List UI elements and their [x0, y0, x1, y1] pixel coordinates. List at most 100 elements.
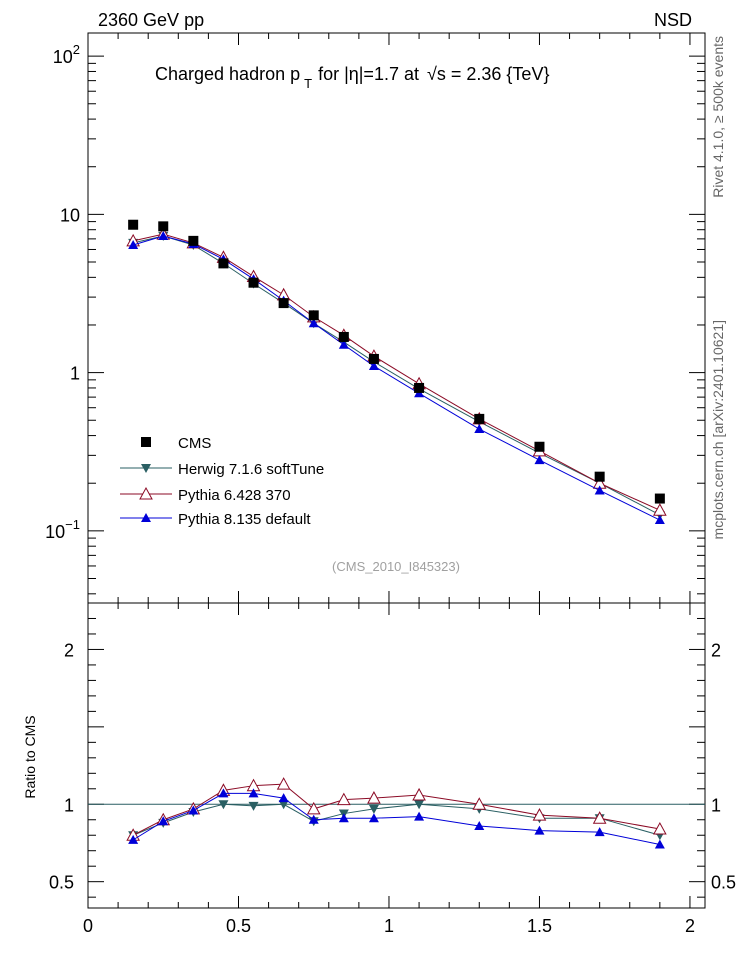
ratio-series-pythia-6-428-370 [126, 777, 667, 841]
header-left-label: 2360 GeV pp [98, 10, 204, 30]
main-y-tick-label: 10−1 [45, 517, 80, 542]
data-point [654, 515, 665, 525]
ratio-series-line [132, 783, 660, 836]
ratio-data-point [472, 797, 487, 810]
ratio-y-tick-label-left: 0.5 [49, 873, 74, 893]
ratio-data-point [414, 800, 425, 810]
ratio-y-tick-label-left: 1 [64, 795, 74, 815]
ratio-data-point [306, 801, 321, 815]
legend-label: Herwig 7.1.6 softTune [178, 461, 324, 478]
data-point [338, 339, 349, 349]
ratio-series-pythia-8-135-default [128, 788, 665, 849]
ratio-tick-labels: 0.5 0.5 1 1 2 2 0 0.5 1 1.5 2 [49, 640, 736, 936]
legend-entry-herwig-7-1-6-softtune: Herwig 7.1.6 softTune [120, 461, 324, 478]
ratio-data-point [414, 811, 425, 821]
data-point [594, 471, 605, 482]
ratio-plot-frame [87, 602, 706, 909]
ratio-data-point [278, 793, 289, 803]
title-part-sqrt: √ [427, 64, 437, 84]
main-y-tick-label: 10 [60, 205, 80, 225]
main-series-layer [126, 219, 667, 525]
ratio-data-point [218, 800, 229, 810]
legend-marker [139, 486, 153, 500]
ratio-data-point [336, 792, 351, 806]
legend-marker [141, 464, 151, 473]
ratio-data-point [534, 825, 545, 835]
ratio-y-axis-label: Ratio to CMS [22, 715, 38, 798]
ratio-data-point [654, 839, 665, 849]
ratio-data-point [278, 800, 289, 810]
main-y-tick-label-base: 10 [53, 47, 73, 67]
ratio-y-tick-label-left: 2 [64, 640, 74, 660]
data-point [128, 240, 139, 250]
legend-label: CMS [178, 435, 211, 452]
ratio-data-point [128, 834, 139, 844]
ratio-x-tick-label: 1 [384, 916, 394, 936]
title-part-pre: Charged hadron p [155, 64, 300, 84]
legend-entry-cms: CMS [141, 435, 211, 452]
data-point [338, 331, 349, 342]
ratio-series-line [132, 792, 660, 846]
ratio-y-tick-label-right: 2 [711, 640, 721, 660]
title-part-post: s = 2.36 {TeV} [437, 64, 550, 84]
data-point [474, 413, 485, 424]
legend-label: Pythia 8.135 default [178, 511, 311, 528]
ratio-data-point [594, 827, 605, 837]
main-y-tick-label: 1 [70, 364, 80, 384]
data-point [368, 361, 379, 371]
ratio-data-point [188, 805, 199, 815]
ratio-data-point [308, 814, 319, 824]
ratio-data-point [474, 820, 485, 830]
ratio-x-tick-label: 0 [83, 916, 93, 936]
legend-entry-pythia-6-428-370: Pythia 6.428 370 [120, 486, 291, 504]
ratio-data-point [276, 777, 291, 790]
ratio-x-tick-label: 2 [685, 916, 695, 936]
ratio-data-point [367, 791, 381, 804]
main-y-tick-label-exp: −1 [65, 517, 80, 532]
data-point [654, 493, 665, 504]
data-point [188, 235, 199, 246]
ratio-data-point [412, 787, 426, 801]
main-series-cms [128, 219, 665, 504]
data-point [368, 353, 379, 364]
ratio-x-tick-label: 1.5 [527, 916, 552, 936]
data-point [308, 310, 319, 321]
data-point [158, 230, 169, 240]
legend-entry-pythia-8-135-default: Pythia 8.135 default [120, 511, 311, 528]
ratio-data-point [218, 788, 229, 798]
data-point [158, 221, 169, 232]
main-y-tick-label-exp: 2 [73, 42, 80, 57]
main-series-pythia-8-135-default [128, 230, 665, 525]
data-point [653, 503, 667, 516]
data-point [414, 382, 425, 393]
ratio-data-point [248, 788, 259, 798]
ratio-y-tick-label-right: 1 [711, 795, 721, 815]
legend-marker [141, 513, 151, 522]
ratio-series-line [132, 803, 660, 836]
main-axis-ticks [87, 33, 705, 603]
data-point [534, 441, 545, 452]
main-y-tick-label-base: 10 [45, 522, 65, 542]
ratio-series-herwig-7-1-6-softtune [128, 800, 665, 841]
ratio-data-point [248, 801, 259, 811]
legend: CMS Herwig 7.1.6 softTune Pythia 6.428 370… [120, 435, 324, 528]
ratio-data-point [653, 821, 667, 835]
ratio-data-point [532, 808, 547, 821]
ratio-data-point [368, 804, 379, 814]
legend-marker [141, 437, 151, 447]
data-point [128, 219, 139, 230]
ratio-data-point [158, 816, 169, 826]
data-point [308, 318, 319, 328]
ratio-data-point [592, 811, 607, 824]
main-y-tick-label: 102 [53, 42, 80, 67]
ratio-y-tick-label-right: 0.5 [711, 873, 736, 893]
ratio-data-point [338, 813, 349, 823]
analysis-watermark: (CMS_2010_I845323) [332, 559, 460, 574]
data-point [278, 298, 289, 309]
ratio-axis-ticks [87, 603, 705, 908]
legend-label: Pythia 6.428 370 [178, 487, 291, 504]
ratio-series-layer [88, 777, 705, 849]
